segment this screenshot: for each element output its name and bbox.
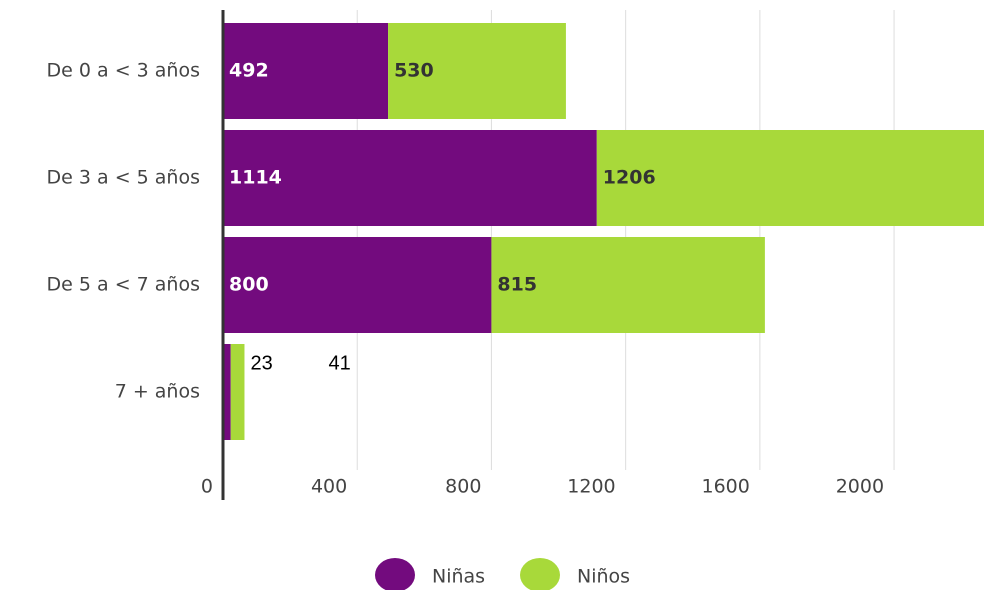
x-tick-label: 1600	[702, 476, 750, 498]
data-label: 23	[250, 352, 272, 374]
y-tick-label: De 0 a < 3 años	[47, 60, 200, 82]
y-tick-label: 7 + años	[115, 381, 200, 403]
x-tick-label: 800	[445, 476, 481, 498]
x-tick-label: 1200	[567, 476, 615, 498]
bar-segment	[596, 130, 984, 226]
legend-swatch	[375, 558, 415, 590]
y-tick-label: De 5 a < 7 años	[47, 274, 200, 296]
legend-label: Niños	[577, 566, 630, 588]
data-label: 1206	[603, 167, 656, 189]
bars	[223, 23, 984, 440]
bar-segment	[388, 23, 566, 119]
data-label: 815	[497, 274, 537, 296]
bar-segment	[223, 23, 389, 119]
bar-segment	[223, 237, 492, 333]
data-label: 530	[394, 60, 434, 82]
x-tick-label: 0	[201, 476, 213, 498]
legend-label: Niñas	[432, 566, 485, 588]
legend-swatch	[520, 558, 560, 590]
x-tick-label: 2000	[836, 476, 884, 498]
bar-segment	[491, 237, 765, 333]
x-tick-label: 400	[311, 476, 347, 498]
data-label: 800	[229, 274, 269, 296]
bar-segment	[223, 344, 231, 440]
data-label: 492	[229, 60, 269, 82]
y-tick-label: De 3 a < 5 años	[47, 167, 200, 189]
bar-segment	[223, 130, 597, 226]
data-label: 41	[328, 352, 350, 374]
bar-segment	[230, 344, 245, 440]
data-label: 1114	[229, 167, 282, 189]
